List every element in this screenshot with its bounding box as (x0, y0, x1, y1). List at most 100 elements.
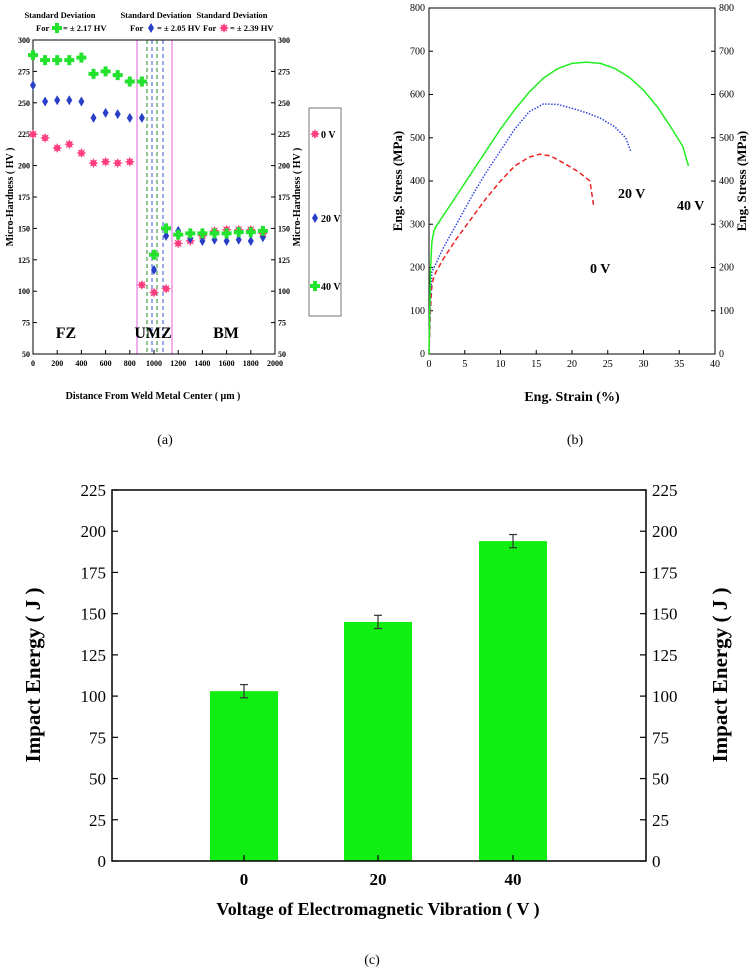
y-tick-label: 250 (18, 99, 30, 108)
data-point-0v (88, 158, 99, 169)
y-tick-label-right: 800 (719, 3, 734, 14)
data-point-0v (76, 148, 87, 158)
std-dev-marker-40v (52, 23, 62, 33)
bar-20v (344, 621, 412, 861)
x-tick-label: 40 (505, 870, 522, 889)
legend-label: 0 V (321, 130, 336, 141)
y-tick-label-right: 125 (652, 646, 678, 665)
data-point-0v (52, 143, 63, 153)
x-tick-label: 20 (567, 359, 577, 370)
y-tick-label-right: 25 (652, 811, 669, 830)
y-axis-label: Micro-Hardness ( HV ) (5, 148, 16, 247)
data-point-20v (66, 95, 73, 106)
data-point-40v (209, 228, 220, 239)
zone-label-fz: FZ (56, 325, 76, 342)
data-point-20v (126, 112, 133, 123)
x-tick-label: 1000 (146, 359, 162, 368)
annotation-20v: 20 V (618, 187, 645, 202)
std-dev-label-1: Standard Deviation (24, 10, 95, 20)
y-tick-label: 500 (410, 133, 425, 144)
data-point-40v (221, 228, 232, 239)
std-dev-label-3: Standard Deviation (196, 10, 267, 20)
data-point-20v (151, 264, 157, 275)
plot-frame (32, 39, 276, 355)
y-tick-label: 100 (410, 306, 425, 317)
x-tick-label: 1400 (194, 359, 210, 368)
std-dev-value-1: = ± 2.17 HV (63, 23, 107, 33)
std-dev-marker-20v (148, 23, 154, 33)
data-point-20v (223, 235, 230, 246)
y-tick-label-right: 75 (652, 728, 669, 747)
legend-label: 20 V (321, 214, 341, 225)
y-tick-label: 600 (410, 90, 425, 101)
data-point-0v (100, 156, 111, 167)
y-tick-label: 225 (18, 130, 30, 139)
legend-marker-0v (310, 129, 320, 139)
y-tick-label-right: 100 (719, 306, 734, 317)
series-line-20v (428, 103, 632, 355)
data-point-20v (42, 96, 49, 107)
data-point-40v (161, 223, 172, 234)
y-tick-label: 150 (18, 224, 30, 233)
x-tick-label: 2000 (267, 359, 283, 368)
y-tick-label: 400 (410, 176, 425, 187)
data-point-40v (136, 76, 147, 87)
x-tick-label: 25 (603, 359, 613, 370)
data-point-40v (197, 228, 208, 239)
std-dev-for-1: For (36, 23, 49, 33)
data-point-0v (161, 283, 172, 294)
zone-label-bm: BM (213, 325, 239, 342)
y-tick-label-right: 150 (652, 605, 678, 624)
y-tick-label-right: 100 (278, 287, 290, 296)
y-axis-label: Impact Energy ( J ) (21, 588, 45, 763)
data-point-0v (124, 156, 135, 167)
std-dev-label-2: Standard Deviation (120, 10, 191, 20)
x-axis-label: Voltage of Electromagnetic Vibration ( V… (216, 899, 539, 920)
y-tick-label-right: 50 (652, 770, 669, 789)
y-tick-label-right: 75 (278, 319, 286, 328)
y-tick-label: 125 (81, 646, 107, 665)
std-dev-marker-0v (219, 23, 229, 33)
data-point-40v (76, 52, 87, 63)
data-point-0v (64, 139, 75, 150)
data-point-20v (30, 80, 36, 91)
data-point-40v (245, 227, 256, 238)
y-tick-label-right: 600 (719, 90, 734, 101)
caption-b: (b) (567, 433, 584, 448)
y-tick-label-right: 200 (278, 162, 290, 171)
x-tick-label: 200 (51, 359, 63, 368)
std-dev-value-3: = ± 2.39 HV (230, 23, 274, 33)
y-tick-label: 200 (18, 162, 30, 171)
data-point-20v (78, 96, 85, 107)
series-line-40v (428, 61, 690, 355)
data-point-20v (247, 235, 254, 246)
x-tick-label: 600 (100, 359, 112, 368)
data-point-20v (163, 230, 170, 241)
x-tick-label: 5 (462, 359, 467, 370)
y-axis-label: Eng. Stress (MPa) (390, 131, 405, 232)
y-tick-label: 100 (81, 687, 107, 706)
data-point-40v (64, 55, 75, 66)
legend-marker-40v (310, 281, 320, 291)
data-point-20v (90, 112, 97, 123)
y-tick-label: 50 (22, 350, 30, 359)
y-tick-label-right: 0 (719, 349, 724, 360)
y-tick-label: 75 (22, 319, 30, 328)
data-point-40v (173, 229, 184, 240)
x-tick-label: 30 (639, 359, 649, 370)
y-axis-label-right: Eng. Stress (MPa) (734, 131, 749, 232)
data-point-40v (52, 55, 63, 66)
y-tick-label-right: 225 (278, 130, 290, 139)
y-tick-label: 200 (410, 263, 425, 274)
y-tick-label: 225 (81, 481, 107, 500)
y-tick-label: 300 (410, 219, 425, 230)
y-tick-label: 100 (18, 287, 30, 296)
y-tick-label: 800 (410, 3, 425, 14)
x-tick-label: 1600 (219, 359, 235, 368)
data-point-20v (235, 234, 242, 245)
data-point-40v (40, 55, 51, 66)
y-tick-label: 0 (420, 349, 425, 360)
y-tick-label: 50 (89, 770, 106, 789)
data-point-40v (149, 249, 159, 260)
